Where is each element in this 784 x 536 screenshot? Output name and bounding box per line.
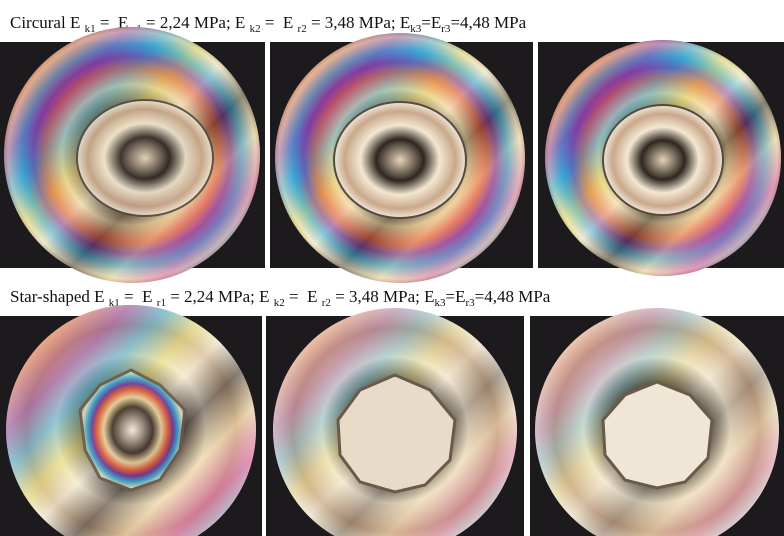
caption-text: = 2,24 MPa; E bbox=[142, 13, 250, 32]
caption-text: =E bbox=[445, 287, 465, 306]
photo bbox=[0, 27, 265, 283]
photo bbox=[270, 33, 533, 283]
subscript: k3 bbox=[434, 297, 446, 309]
caption-text: = E bbox=[261, 13, 298, 32]
subscript: r2 bbox=[298, 23, 307, 35]
subscript: r2 bbox=[322, 297, 331, 309]
caption-text: = E bbox=[285, 287, 322, 306]
caption-text: =4,48 MPa bbox=[450, 13, 526, 32]
caption: Circural E k1 = E r1 = 2,24 MPa; E k2 = … bbox=[10, 13, 527, 35]
caption-text: =E bbox=[421, 13, 441, 32]
photo bbox=[530, 308, 784, 536]
caption-text: Star-shaped E bbox=[10, 287, 109, 306]
figure: Circural E k1 = E r1 = 2,24 MPa; E k2 = … bbox=[0, 0, 784, 536]
caption: Star-shaped E k1 = E r1 = 2,24 MPa; E k2… bbox=[10, 287, 551, 309]
caption-text: = 2,24 MPa; E bbox=[166, 287, 274, 306]
photo bbox=[0, 305, 262, 536]
caption-text: = 3,48 MPa; E bbox=[331, 287, 435, 306]
caption-text: Circural E bbox=[10, 13, 85, 32]
caption-text: =4,48 MPa bbox=[475, 287, 551, 306]
photo bbox=[538, 40, 784, 276]
subscript: r1 bbox=[157, 297, 166, 309]
caption-text: = E bbox=[120, 287, 157, 306]
subscript: k3 bbox=[410, 23, 422, 35]
caption-text: = 3,48 MPa; E bbox=[307, 13, 411, 32]
subscript: k2 bbox=[274, 297, 285, 309]
subscript: k2 bbox=[250, 23, 261, 35]
photo bbox=[266, 308, 524, 536]
